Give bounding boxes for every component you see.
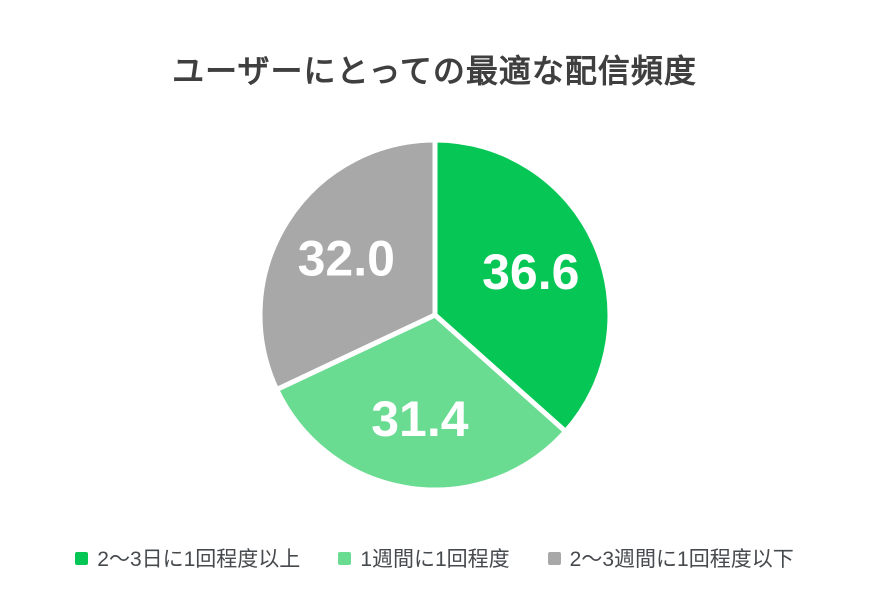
legend-item-1: 1週間に1回程度: [338, 543, 510, 573]
pie-value-label-0: 36.6: [482, 244, 579, 300]
pie-slice-1: [274, 312, 569, 493]
legend-label: 2〜3週間に1回程度以下: [569, 548, 794, 571]
pie-value-label-1: 31.4: [371, 391, 469, 447]
pie-slice-2: [257, 137, 438, 393]
legend-swatch-gray: [547, 551, 561, 565]
chart-title: ユーザーにとっての最適な配信頻度: [172, 53, 697, 89]
pie-slice-0: [432, 137, 613, 435]
pie-value-label-2: 32.0: [298, 231, 395, 287]
pie-chart: 36.6 31.4 32.0: [257, 137, 613, 493]
legend-label: 1週間に1回程度: [360, 548, 510, 571]
legend-item-0: 2〜3日に1回程度以上: [75, 543, 300, 573]
chart-legend: 2〜3日に1回程度以上 1週間に1回程度 2〜3週間に1回程度以下: [0, 543, 869, 573]
legend-swatch-green: [75, 551, 89, 565]
legend-item-2: 2〜3週間に1回程度以下: [547, 543, 794, 573]
legend-label: 2〜3日に1回程度以上: [97, 548, 301, 571]
legend-swatch-light-green: [338, 551, 352, 565]
